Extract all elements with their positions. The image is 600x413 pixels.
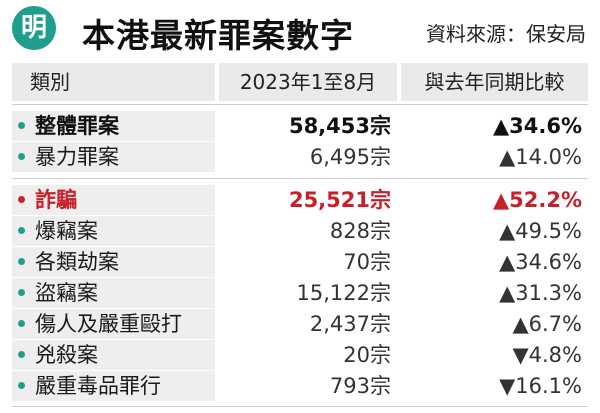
row-name-background xyxy=(12,111,215,141)
row-category: 盜竊案 xyxy=(35,281,98,305)
table-row: 詐騙 25,521宗 ▲52.2% xyxy=(12,185,588,216)
table-row: 嚴重毒品罪行 793宗 ▼16.1% xyxy=(12,371,588,402)
bullet-icon xyxy=(18,320,25,327)
row-count: 70宗 xyxy=(343,250,391,274)
row-category: 傷人及嚴重毆打 xyxy=(35,312,182,336)
column-header-comparison: 與去年同期比較 xyxy=(401,63,588,101)
bullet-icon xyxy=(18,351,25,358)
row-category: 嚴重毒品罪行 xyxy=(35,374,161,398)
bullet-icon xyxy=(18,289,25,296)
table-row: 盜竊案 15,122宗 ▲31.3% xyxy=(12,278,588,309)
ming-pao-logo-icon: 明 xyxy=(12,6,56,50)
divider xyxy=(12,104,588,105)
data-source: 資料來源：保安局 xyxy=(426,22,586,46)
divider xyxy=(12,178,588,179)
row-count: 25,521宗 xyxy=(288,188,391,212)
row-category: 詐騙 xyxy=(35,188,77,212)
table-row: 暴力罪案 6,495宗 ▲14.0% xyxy=(12,142,588,173)
row-count: 58,453宗 xyxy=(288,114,391,138)
row-count: 6,495宗 xyxy=(309,145,391,169)
row-change: ▲6.7% xyxy=(512,312,582,336)
row-change: ▼16.1% xyxy=(499,374,582,398)
row-count: 793宗 xyxy=(329,374,391,398)
divider xyxy=(12,406,588,407)
row-change: ▲31.3% xyxy=(499,281,582,305)
row-change: ▲14.0% xyxy=(499,145,582,169)
row-category: 暴力罪案 xyxy=(35,145,119,169)
header: 明 本港最新罪案數字 資料來源：保安局 xyxy=(0,0,600,58)
row-change: ▲34.6% xyxy=(492,114,582,138)
row-name-background xyxy=(12,247,215,277)
row-count: 20宗 xyxy=(343,343,391,367)
table-row: 各類劫案 70宗 ▲34.6% xyxy=(12,247,588,278)
row-change: ▼4.8% xyxy=(512,343,582,367)
table-row: 傷人及嚴重毆打 2,437宗 ▲6.7% xyxy=(12,309,588,340)
row-category: 整體罪案 xyxy=(35,114,119,138)
row-name-background xyxy=(12,185,215,215)
row-category: 各類劫案 xyxy=(35,250,119,274)
row-count: 2,437宗 xyxy=(309,312,391,336)
row-count: 15,122宗 xyxy=(296,281,391,305)
row-name-background xyxy=(12,340,215,370)
row-category: 兇殺案 xyxy=(35,343,98,367)
row-change: ▲49.5% xyxy=(499,219,582,243)
bullet-icon xyxy=(18,153,25,160)
row-name-background xyxy=(12,371,215,401)
row-name-background xyxy=(12,142,215,172)
row-name-background xyxy=(12,309,215,339)
row-change: ▲52.2% xyxy=(492,188,582,212)
bullet-icon xyxy=(18,227,25,234)
column-header-period: 2023年1至8月 xyxy=(219,63,397,101)
page-title: 本港最新罪案數字 xyxy=(82,16,354,55)
column-header-row: 類別 2023年1至8月 與去年同期比較 xyxy=(12,63,588,101)
table-row: 兇殺案 20宗 ▼4.8% xyxy=(12,340,588,371)
bullet-icon xyxy=(18,196,25,203)
row-count: 828宗 xyxy=(329,219,391,243)
table-row: 整體罪案 58,453宗 ▲34.6% xyxy=(12,111,588,142)
table-row: 爆竊案 828宗 ▲49.5% xyxy=(12,216,588,247)
bullet-icon xyxy=(18,382,25,389)
column-header-category: 類別 xyxy=(12,63,215,101)
bullet-icon xyxy=(18,258,25,265)
row-name-background xyxy=(12,278,215,308)
bullet-icon xyxy=(18,122,25,129)
row-change: ▲34.6% xyxy=(499,250,582,274)
row-name-background xyxy=(12,216,215,246)
row-category: 爆竊案 xyxy=(35,219,98,243)
